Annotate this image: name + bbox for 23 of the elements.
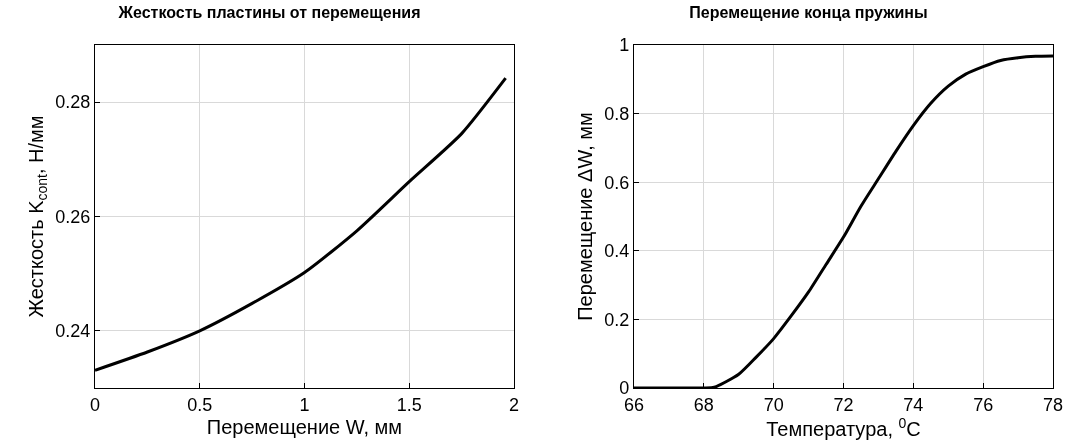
y-tick-label: 0.24 [55, 321, 91, 342]
x-tick-label: 76 [973, 394, 994, 415]
y-axis-title: Перемещение ΔW, мм [573, 112, 596, 321]
y-tick-label: 1 [619, 35, 630, 56]
x-tick-label: 1 [299, 394, 310, 415]
x-axis-title: Перемещение W, мм [206, 416, 403, 439]
x-tick-label: 0.5 [187, 394, 213, 415]
y-tick-label: 0.6 [604, 172, 630, 193]
x-tick-label: 70 [763, 394, 784, 415]
x-tick-label: 2 [508, 394, 520, 415]
y-tick-label: 0.26 [55, 206, 91, 227]
y-tick-label: 0.8 [604, 103, 630, 124]
y-tick-label: 0.4 [604, 241, 630, 262]
chart-title: Жесткость пластины от перемещения [117, 3, 421, 21]
x-tick-label: 1.5 [396, 394, 422, 415]
x-axis-title: Температура, $^{0}$C [766, 414, 921, 441]
x-tick-label: 74 [903, 394, 924, 415]
chart-title: Перемещение конца пружины [689, 3, 928, 21]
y-tick-label: 0.28 [55, 92, 91, 113]
x-tick-label: 72 [833, 394, 854, 415]
y-tick-label: 0.2 [604, 309, 630, 330]
x-tick-label: 78 [1042, 394, 1064, 415]
x-tick-label: 68 [693, 394, 714, 415]
